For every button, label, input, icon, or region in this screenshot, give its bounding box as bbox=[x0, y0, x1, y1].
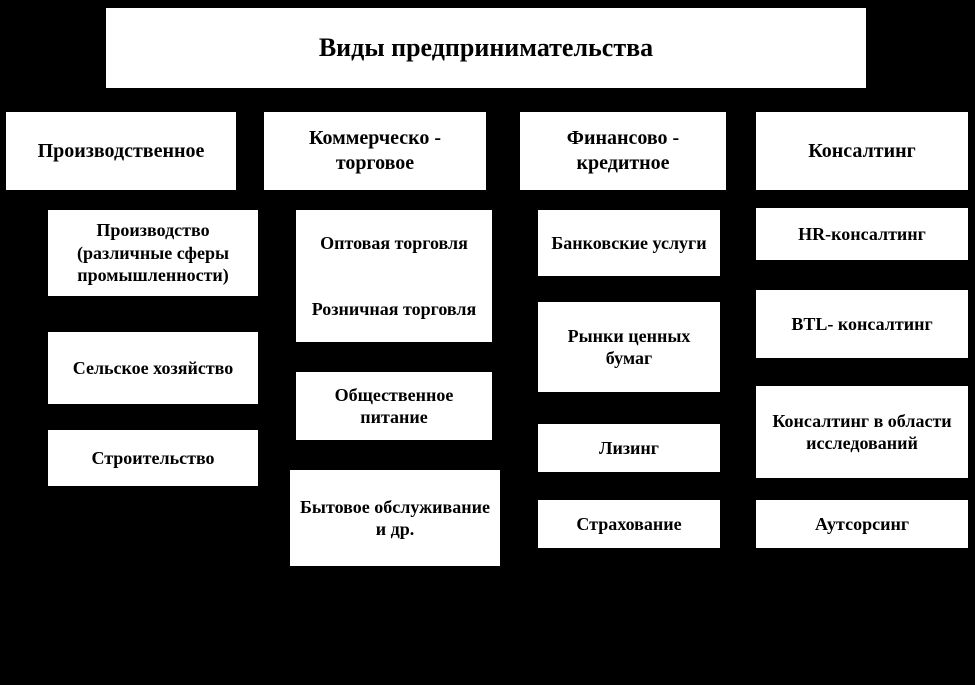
prod-construction-label: Строительство bbox=[91, 447, 214, 470]
fin-securities-label: Рынки ценных бумаг bbox=[546, 325, 712, 370]
com-household-label: Бытовое обслуживание и др. bbox=[298, 496, 492, 541]
com-household: Бытовое обслуживание и др. bbox=[290, 470, 500, 566]
cat-finance: Финансово - кредитное bbox=[520, 112, 726, 190]
cons-outsrc: Аутсорсинг bbox=[756, 500, 968, 548]
fin-insurance: Страхование bbox=[538, 500, 720, 548]
fin-leasing: Лизинг bbox=[538, 424, 720, 472]
prod-agriculture-label: Сельское хозяйство bbox=[73, 357, 234, 380]
cat-commerce-label: Коммерческо - торговое bbox=[272, 126, 478, 176]
cat-commerce: Коммерческо - торговое bbox=[264, 112, 486, 190]
cat-consulting: Консалтинг bbox=[756, 112, 968, 190]
cons-btl-label: BTL- консалтинг bbox=[791, 313, 932, 336]
com-catering-label: Общественное питание bbox=[304, 384, 484, 429]
cat-production: Производственное bbox=[6, 112, 236, 190]
fin-banking-label: Банковские услуги bbox=[551, 232, 706, 255]
com-catering: Общественное питание bbox=[296, 372, 492, 440]
prod-industry: Производство (различные сферы промышленн… bbox=[48, 210, 258, 296]
cons-hr-label: HR-консалтинг bbox=[798, 223, 926, 246]
cons-hr: HR-консалтинг bbox=[756, 208, 968, 260]
cat-consulting-label: Консалтинг bbox=[808, 139, 916, 164]
prod-industry-label: Производство (различные сферы промышленн… bbox=[56, 219, 250, 287]
fin-banking: Банковские услуги bbox=[538, 210, 720, 276]
prod-construction: Строительство bbox=[48, 430, 258, 486]
title-box-label: Виды предпринимательства bbox=[319, 32, 653, 65]
cons-research-label: Консалтинг в области исследований bbox=[764, 410, 960, 455]
cons-btl: BTL- консалтинг bbox=[756, 290, 968, 358]
cons-outsrc-label: Аутсорсинг bbox=[815, 513, 909, 536]
title-box: Виды предпринимательства bbox=[106, 8, 866, 88]
com-retail-label: Розничная торговля bbox=[312, 298, 477, 321]
com-wholesale: Оптовая торговля bbox=[296, 210, 492, 276]
com-wholesale-label: Оптовая торговля bbox=[320, 232, 468, 255]
cat-production-label: Производственное bbox=[38, 139, 205, 164]
fin-securities: Рынки ценных бумаг bbox=[538, 302, 720, 392]
cons-research: Консалтинг в области исследований bbox=[756, 386, 968, 478]
fin-leasing-label: Лизинг bbox=[599, 437, 659, 460]
fin-insurance-label: Страхование bbox=[576, 513, 681, 536]
prod-agriculture: Сельское хозяйство bbox=[48, 332, 258, 404]
com-retail: Розничная торговля bbox=[296, 276, 492, 342]
cat-finance-label: Финансово - кредитное bbox=[528, 126, 718, 176]
